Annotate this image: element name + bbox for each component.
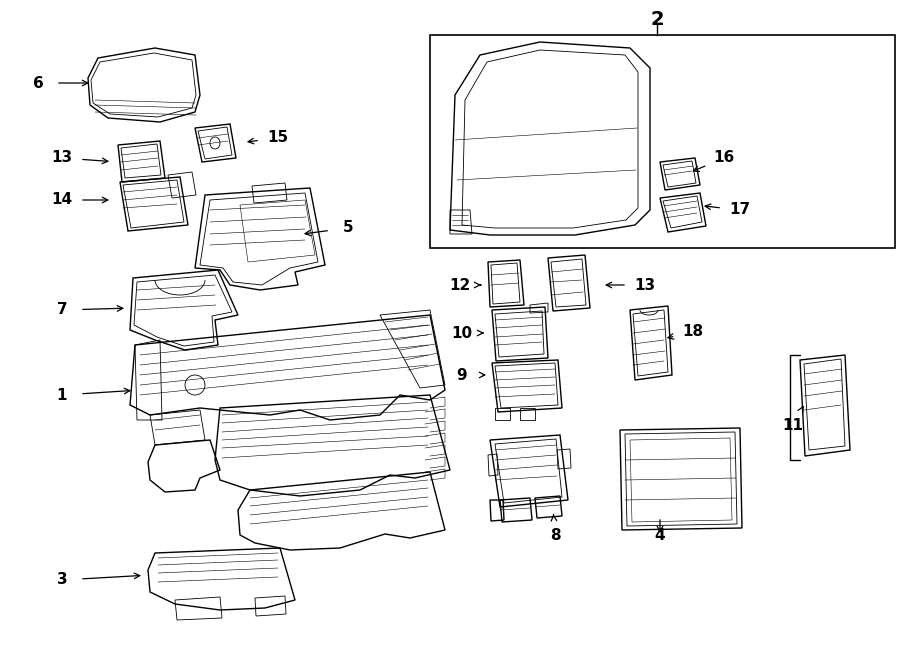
Text: 8: 8	[550, 527, 561, 543]
Text: 11: 11	[782, 418, 804, 432]
Text: 6: 6	[32, 75, 43, 91]
Text: 18: 18	[682, 325, 704, 340]
Text: 12: 12	[449, 278, 471, 293]
Text: 13: 13	[51, 151, 73, 165]
Text: 14: 14	[51, 192, 73, 208]
Text: 16: 16	[714, 151, 734, 165]
Text: 3: 3	[57, 572, 68, 588]
Text: 9: 9	[456, 368, 467, 383]
Text: 4: 4	[654, 527, 665, 543]
Text: 17: 17	[729, 202, 751, 217]
Text: 1: 1	[57, 387, 68, 403]
Text: 5: 5	[343, 221, 354, 235]
Bar	[430, 35, 895, 248]
Text: 15: 15	[267, 130, 289, 145]
Text: 7: 7	[57, 303, 68, 317]
Text: 13: 13	[634, 278, 655, 293]
Text: 10: 10	[452, 325, 472, 340]
Text: 2: 2	[650, 10, 664, 29]
